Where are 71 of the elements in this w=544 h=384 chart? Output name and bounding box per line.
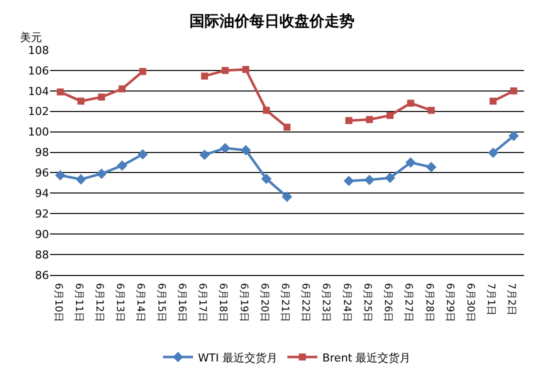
y-tick-label: 100	[28, 126, 49, 139]
y-tick-label: 96	[35, 166, 49, 180]
point	[77, 98, 84, 105]
x-tick-label: 6月25日	[361, 283, 372, 322]
y-tick-label: 108	[28, 44, 49, 57]
x-tick-label: 6月22日	[300, 283, 311, 322]
point	[407, 100, 414, 107]
point	[118, 85, 126, 92]
point	[240, 145, 251, 156]
point	[488, 148, 498, 158]
point	[508, 130, 519, 142]
y-tick-label: 104	[28, 84, 49, 98]
point	[428, 106, 435, 114]
x-tick-label: 6月11日	[72, 283, 84, 322]
x-tick-label: 6月23日	[320, 283, 332, 322]
x-tick-label: 6月18日	[217, 283, 228, 322]
x-tick-label: 7月1日	[485, 283, 496, 316]
x-tick-label: 6月21日	[279, 283, 290, 322]
y-tick-label: 94	[35, 187, 49, 200]
y-tick-label: 98	[35, 146, 49, 160]
point	[386, 112, 394, 119]
x-tick-label: 7月2日	[506, 283, 517, 316]
point	[56, 88, 64, 96]
point	[201, 72, 208, 80]
point	[199, 150, 210, 160]
x-tick-label: 6月29日	[444, 283, 455, 322]
x-tick-label: 6月27日	[402, 283, 414, 322]
point	[384, 172, 396, 184]
point	[284, 124, 290, 131]
y-tick-label: 92	[35, 207, 49, 220]
x-tick-label: 6月13日	[114, 283, 126, 322]
point	[364, 174, 375, 186]
x-tick-label: 6月10日	[52, 283, 64, 322]
point	[138, 149, 148, 160]
point	[139, 68, 146, 75]
x-tick-label: 6月12日	[94, 283, 105, 322]
point	[405, 157, 416, 168]
y-tick-label: 90	[35, 228, 49, 241]
y-tick-label: 86	[35, 268, 49, 282]
point	[282, 192, 292, 202]
point	[98, 94, 106, 101]
x-tick-label: 6月19日	[238, 283, 249, 322]
legend-label: Brent 最近交货月	[322, 351, 411, 364]
x-tick-label: 6月30日	[464, 283, 476, 322]
x-tick-label: 6月28日	[423, 283, 434, 322]
point	[426, 162, 436, 172]
chart-title: 国际油价每日收盘价走势	[190, 12, 354, 30]
x-tick-label: 6月24日	[340, 283, 352, 322]
legend-label: WTI 最近交货月	[198, 351, 278, 364]
x-tick-label: 6月14日	[134, 283, 146, 322]
point	[116, 160, 128, 171]
point	[220, 142, 230, 154]
x-tick-label: 6月17日	[196, 283, 208, 322]
y-axis-title: 美元	[20, 31, 42, 44]
x-tick-label: 6月15日	[155, 283, 166, 322]
point	[262, 106, 270, 114]
point	[55, 170, 66, 180]
x-tick-label: 6月20日	[258, 283, 270, 322]
point	[261, 174, 272, 184]
y-tick-label: 102	[28, 105, 49, 118]
x-tick-label: 6月26日	[382, 283, 394, 322]
point	[96, 168, 107, 179]
point	[76, 174, 86, 185]
point	[344, 176, 354, 186]
point	[345, 117, 352, 124]
point	[222, 66, 229, 74]
point	[242, 66, 250, 73]
y-tick-label: 106	[28, 64, 49, 78]
point	[366, 116, 373, 124]
x-tick-label: 6月16日	[176, 283, 187, 322]
y-tick-label: 88	[35, 248, 49, 262]
